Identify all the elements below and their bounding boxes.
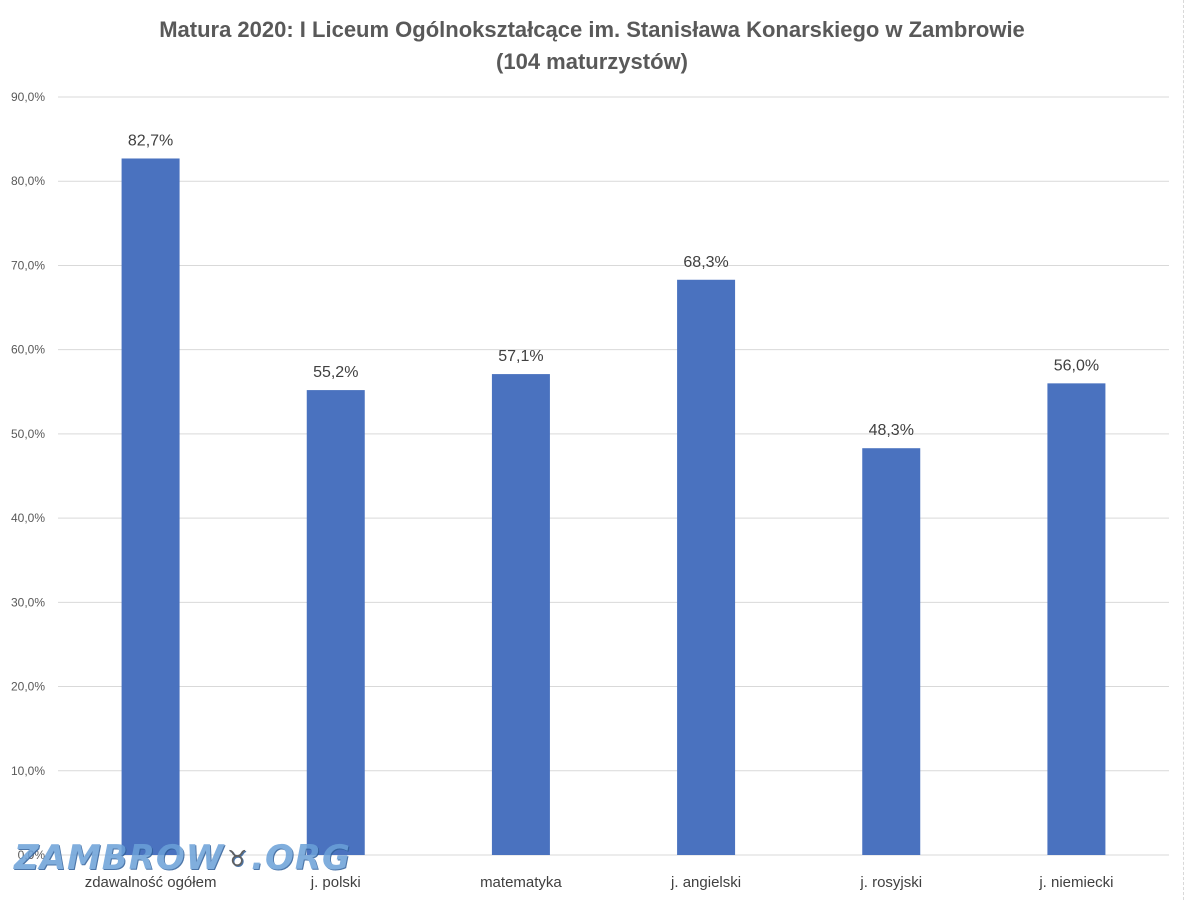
x-axis-categories: zdawalność ogółem j. polski matematyka j. a… bbox=[85, 874, 1114, 891]
x-category-label: matematyka bbox=[480, 874, 562, 891]
x-category-label: j. polski bbox=[310, 874, 361, 891]
bar bbox=[306, 390, 365, 855]
chart-title: Matura 2020: I Liceum Ogólnokształcące i… bbox=[159, 17, 1025, 42]
x-category-label: zdawalność ogółem bbox=[85, 874, 217, 891]
y-tick-label: 70,0% bbox=[11, 258, 45, 272]
bars bbox=[121, 158, 1106, 855]
y-tick-label: 20,0% bbox=[11, 680, 45, 694]
bar-data-label: 48,3% bbox=[869, 422, 914, 439]
bar bbox=[121, 158, 180, 855]
bar bbox=[862, 448, 921, 855]
y-tick-label: 50,0% bbox=[11, 427, 45, 441]
chart-subtitle: (104 maturzystów) bbox=[496, 49, 688, 74]
gridlines bbox=[58, 96, 1169, 856]
y-tick-label: 80,0% bbox=[11, 174, 45, 188]
x-category-label: j. rosyjski bbox=[859, 874, 922, 891]
bar bbox=[677, 279, 736, 855]
edge-rule bbox=[1183, 0, 1185, 900]
y-axis-ticks: 0,0% 10,0% 20,0% 30,0% 40,0% 50,0% 60,0% 70,0% 8… bbox=[11, 90, 45, 862]
bar bbox=[1047, 383, 1106, 855]
bar-data-label: 56,0% bbox=[1054, 357, 1099, 374]
y-tick-label: 60,0% bbox=[11, 343, 45, 357]
y-tick-label: 30,0% bbox=[11, 595, 45, 609]
bar-data-label: 57,1% bbox=[498, 348, 543, 365]
data-labels: 82,7% 55,2% 57,1% 68,3% 48,3% 56,0% bbox=[128, 132, 1099, 439]
y-tick-label: 10,0% bbox=[11, 764, 45, 778]
bar-data-label: 68,3% bbox=[683, 254, 728, 271]
bar-data-label: 82,7% bbox=[128, 132, 173, 149]
bar bbox=[491, 374, 550, 855]
bar-data-label: 55,2% bbox=[313, 364, 358, 381]
x-category-label: j. niemiecki bbox=[1038, 874, 1113, 891]
y-tick-label: 0,0% bbox=[18, 848, 46, 862]
y-tick-label: 90,0% bbox=[11, 90, 45, 104]
x-category-label: j. angielski bbox=[670, 874, 741, 891]
y-tick-label: 40,0% bbox=[11, 511, 45, 525]
